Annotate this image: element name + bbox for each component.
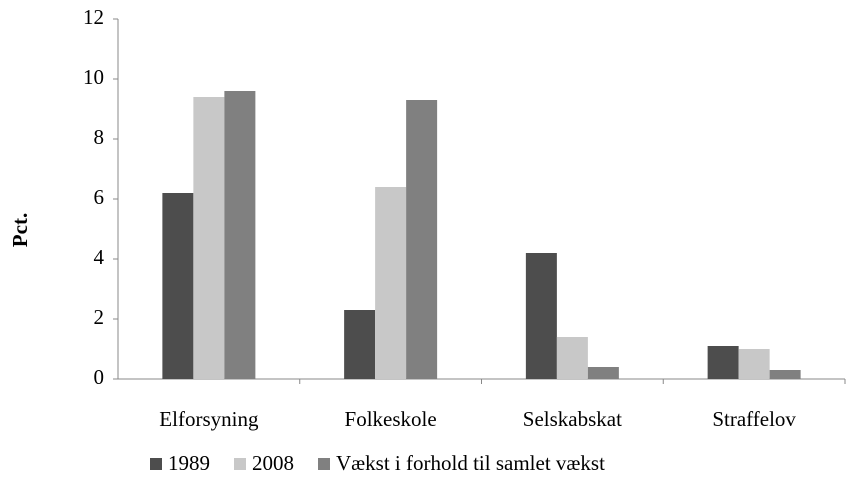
legend-swatch [150, 458, 162, 470]
y-tick-label: 0 [94, 365, 105, 389]
bar [162, 193, 194, 379]
x-tick-label: Selskabskat [523, 407, 622, 431]
legend-label: 1989 [168, 451, 210, 475]
bar [587, 367, 619, 379]
bar [375, 187, 407, 379]
bar [344, 310, 376, 379]
y-tick-label: 10 [83, 65, 104, 89]
bar [406, 100, 438, 379]
bar [556, 337, 588, 379]
bar [769, 370, 801, 379]
y-tick-label: 4 [94, 245, 105, 269]
legend-label: Vækst i forhold til samlet vækst [336, 451, 605, 475]
y-axis-label: Pct. [8, 213, 32, 247]
y-tick-label: 12 [83, 5, 104, 29]
legend-label: 2008 [252, 451, 294, 475]
bar [224, 91, 256, 379]
bar [193, 97, 225, 379]
bar [738, 349, 770, 379]
legend-swatch [234, 458, 246, 470]
bar [707, 346, 739, 379]
bar [525, 253, 557, 379]
x-tick-label: Elforsyning [159, 407, 259, 431]
x-tick-label: Straffelov [712, 407, 796, 431]
legend-swatch [318, 458, 330, 470]
y-tick-label: 6 [94, 185, 105, 209]
y-tick-label: 8 [94, 125, 105, 149]
x-tick-label: Folkeskole [345, 407, 437, 431]
y-tick-label: 2 [94, 305, 105, 329]
